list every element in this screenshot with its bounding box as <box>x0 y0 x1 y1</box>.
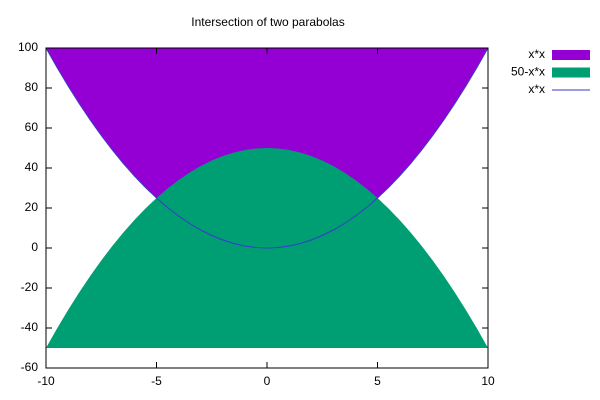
line <box>45 47 489 249</box>
y-tick-label: -40 <box>21 320 39 334</box>
x-tick-label: -5 <box>151 374 162 388</box>
y-tick-label: 100 <box>18 40 38 54</box>
legend-label: 50-x*x <box>511 65 545 79</box>
y-tick-label: 60 <box>25 120 39 134</box>
x-tick-label: -10 <box>37 374 55 388</box>
y-tick-label: 40 <box>25 160 39 174</box>
y-tick-label: -60 <box>21 360 39 374</box>
legend-swatch <box>552 67 590 78</box>
chart-title: Intersection of two parabolas <box>191 15 344 29</box>
x-tick-label: 10 <box>481 374 495 388</box>
x-tick-label: 5 <box>374 374 381 388</box>
legend-label: x*x <box>528 82 545 96</box>
legend-swatch <box>552 50 590 60</box>
y-tick-label: 0 <box>31 240 38 254</box>
y-tick-label: -20 <box>21 280 39 294</box>
y-tick-label: 20 <box>25 200 39 214</box>
legend-label: x*x <box>528 47 545 61</box>
x-tick-label: 0 <box>264 374 271 388</box>
y-tick-label: 80 <box>25 80 39 94</box>
